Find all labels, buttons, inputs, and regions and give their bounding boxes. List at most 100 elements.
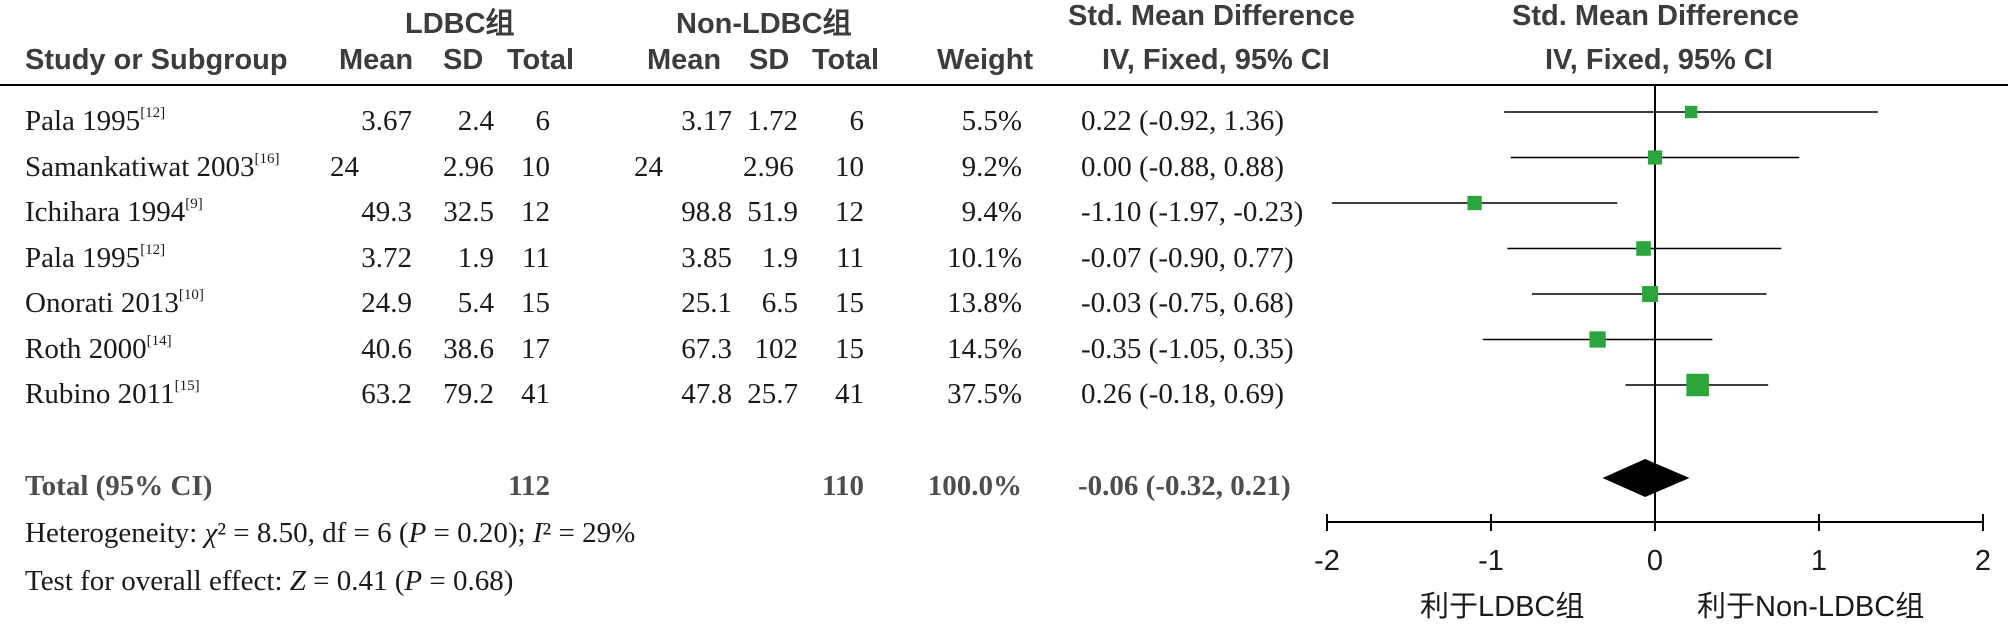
total-label: Total (95% CI) [25, 470, 213, 502]
row-n1: 11 [522, 241, 550, 274]
row-ci: -0.07 (-0.90, 0.77) [1081, 241, 1294, 274]
row-sd2: 2.96 [743, 150, 794, 183]
study-column-header: Study or Subgroup [25, 44, 288, 76]
row-n1: 17 [521, 332, 550, 365]
row-ci: -1.10 (-1.97, -0.23) [1081, 196, 1304, 228]
study-reference: [16] [254, 150, 280, 167]
row-ci: 0.26 (-0.18, 0.69) [1081, 378, 1284, 410]
x-tick-label: -2 [1314, 545, 1340, 577]
study-reference: [9] [185, 196, 203, 212]
heterogeneity-text: Heterogeneity: χ² = 8.50, df = 6 (P = 0.… [25, 517, 636, 549]
total-n2: 110 [822, 470, 864, 502]
study-name: Pala 1995[12] [25, 105, 166, 137]
study-name: Pala 1995[12] [25, 241, 166, 274]
row-sd1: 38.6 [443, 332, 494, 365]
study-reference: [10] [178, 287, 204, 303]
header-rule [0, 84, 2008, 86]
total1-column-header: Total [507, 44, 575, 76]
row-weight: 9.4% [961, 196, 1022, 228]
favours-left-label: 利于LDBC组 [1420, 591, 1585, 623]
row-n2: 41 [835, 378, 864, 410]
study-square-marker [1684, 105, 1698, 119]
row-sd2: 1.9 [761, 241, 798, 274]
row-sd2: 25.7 [747, 378, 798, 410]
row-mean2: 47.8 [681, 378, 732, 410]
row-sd1: 32.5 [443, 196, 494, 228]
study-square-marker [1642, 285, 1659, 303]
row-weight: 9.2% [961, 150, 1022, 183]
study-name: Onorati 2013[10] [25, 287, 204, 319]
row-sd2: 51.9 [747, 196, 798, 228]
favours-right-label: 利于Non-LDBC组 [1697, 591, 1925, 623]
row-mean2: 24 [634, 150, 663, 183]
method-table-header: IV, Fixed, 95% CI [1102, 44, 1330, 76]
x-tick-label: 1 [1810, 545, 1828, 577]
x-tick-label: 2 [1974, 545, 1992, 577]
row-ci: -0.35 (-1.05, 0.35) [1081, 332, 1294, 365]
row-mean2: 3.17 [681, 105, 732, 137]
study-name: Rubino 2011[15] [25, 378, 200, 410]
group1-header: LDBC组 [405, 8, 515, 40]
row-weight: 37.5% [947, 378, 1022, 410]
overall-effect-text: Test for overall effect: Z = 0.41 (P = 0… [25, 565, 514, 597]
x-tick-label: -1 [1478, 545, 1504, 577]
row-mean2: 67.3 [681, 332, 732, 365]
weight-column-header: Weight [937, 44, 1034, 76]
row-sd1: 2.4 [457, 105, 494, 137]
row-mean1: 24 [330, 150, 359, 183]
study-reference: [12] [140, 105, 166, 121]
group2-header: Non-LDBC组 [676, 8, 852, 40]
study-square-marker [1686, 373, 1709, 397]
row-n1: 12 [521, 196, 550, 228]
row-sd1: 79.2 [443, 378, 494, 410]
study-reference: [12] [140, 241, 166, 258]
row-mean2: 3.85 [681, 241, 732, 274]
row-n2: 15 [835, 287, 864, 319]
total-weight: 100.0% [927, 470, 1022, 502]
row-sd2: 6.5 [761, 287, 798, 319]
row-mean1: 40.6 [361, 332, 412, 365]
row-n2: 15 [835, 332, 864, 365]
study-square-marker [1589, 331, 1606, 348]
pooled-diamond [1602, 459, 1690, 497]
study-reference: [15] [174, 378, 200, 394]
total2-column-header: Total [812, 44, 880, 76]
row-sd2: 102 [754, 332, 799, 365]
row-mean1: 3.72 [361, 241, 412, 274]
row-n2: 10 [835, 150, 864, 183]
x-tick-label: 0 [1646, 545, 1664, 577]
study-reference: [14] [146, 332, 172, 349]
row-sd1: 5.4 [457, 287, 494, 319]
study-name: Roth 2000[14] [25, 332, 172, 365]
row-ci: 0.22 (-0.92, 1.36) [1081, 105, 1284, 137]
study-name: Ichihara 1994[9] [25, 196, 203, 228]
row-n1: 10 [521, 150, 550, 183]
row-sd1: 2.96 [443, 150, 494, 183]
smd-table-header: Std. Mean Difference [1068, 0, 1355, 32]
study-square-marker [1636, 241, 1651, 256]
sd1-column-header: SD [443, 44, 484, 76]
row-mean1: 3.67 [361, 105, 412, 137]
row-weight: 5.5% [961, 105, 1022, 137]
total-n1: 112 [508, 470, 550, 502]
study-name: Samankatiwat 2003[16] [25, 150, 280, 183]
row-weight: 10.1% [947, 241, 1022, 274]
study-square-marker [1647, 150, 1663, 165]
row-sd1: 1.9 [457, 241, 494, 274]
smd-plot-header: Std. Mean Difference [1512, 0, 1799, 32]
study-square-marker [1467, 195, 1482, 211]
row-n1: 6 [535, 105, 551, 137]
row-weight: 13.8% [947, 287, 1022, 319]
row-n2: 6 [849, 105, 865, 137]
row-n2: 11 [836, 241, 864, 274]
row-weight: 14.5% [947, 332, 1022, 365]
row-n1: 15 [521, 287, 550, 319]
row-mean2: 98.8 [681, 196, 732, 228]
row-ci: 0.00 (-0.88, 0.88) [1081, 150, 1284, 183]
mean1-column-header: Mean [339, 44, 414, 76]
row-n2: 12 [835, 196, 864, 228]
sd2-column-header: SD [749, 44, 790, 76]
row-mean1: 24.9 [361, 287, 412, 319]
row-mean2: 25.1 [681, 287, 732, 319]
